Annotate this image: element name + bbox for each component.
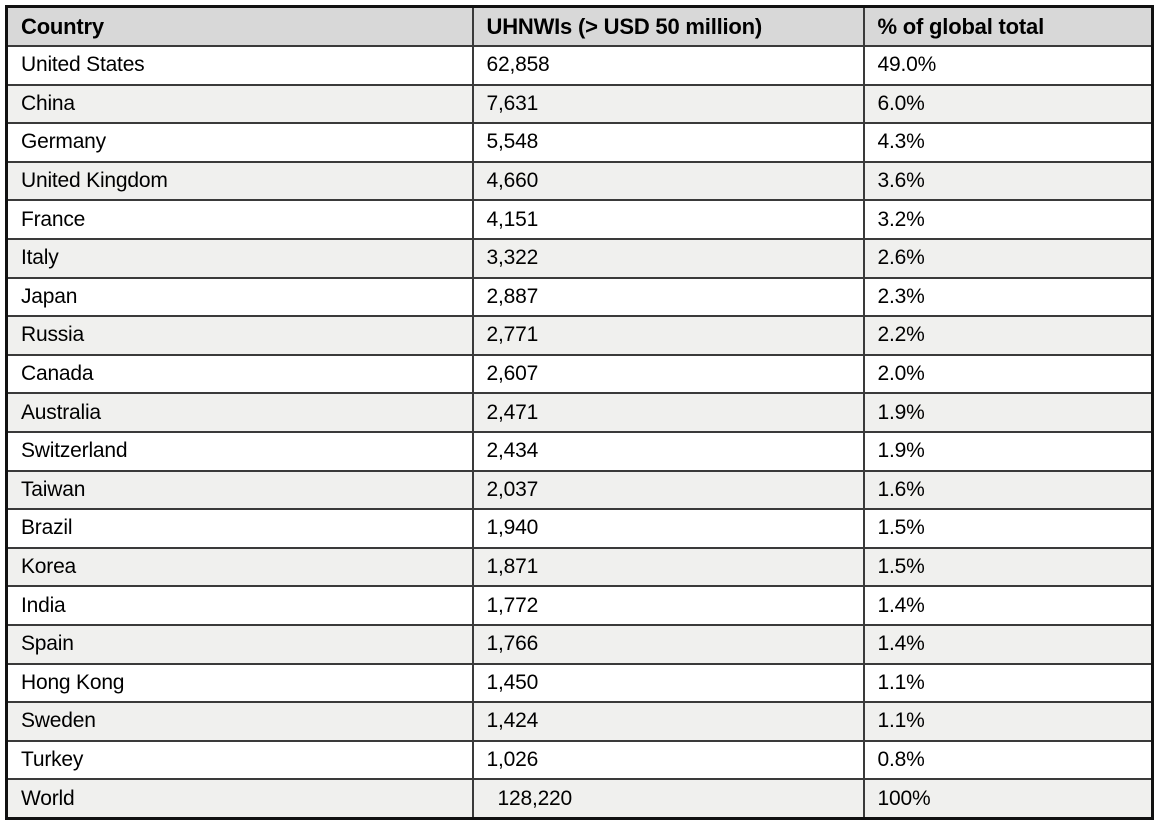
country-cell: France: [5, 199, 474, 240]
column-header-country: Country: [5, 5, 474, 47]
pct-cell: 3.6%: [862, 160, 1154, 202]
country-cell: Russia: [5, 315, 474, 356]
table-row: China 7,631 6.0%: [5, 83, 1154, 125]
table-row: France 4,151 3.2%: [5, 199, 1154, 240]
country-cell: Canada: [5, 353, 474, 395]
pct-cell: 0.8%: [862, 739, 1154, 781]
table-row: Russia 2,771 2.2%: [5, 315, 1154, 356]
pct-cell: 1.1%: [862, 701, 1154, 742]
uhnwis-cell: 4,151: [471, 199, 865, 240]
uhnwis-cell: 2,471: [471, 392, 865, 433]
pct-cell: 1.4%: [862, 585, 1154, 626]
pct-cell: 1.9%: [862, 392, 1154, 433]
table-body: United States 62,858 49.0% China 7,631 6…: [5, 45, 1154, 820]
country-cell: Hong Kong: [5, 662, 474, 704]
pct-cell: 3.2%: [862, 199, 1154, 240]
uhnwis-cell: 2,771: [471, 315, 865, 356]
pct-cell: 4.3%: [862, 122, 1154, 163]
pct-cell: 2.2%: [862, 315, 1154, 356]
country-cell: Taiwan: [5, 469, 474, 511]
country-cell: Korea: [5, 546, 474, 588]
uhnwis-cell: 62,858: [471, 45, 865, 86]
pct-cell: 2.3%: [862, 276, 1154, 318]
pct-cell: 1.6%: [862, 469, 1154, 511]
country-cell: Australia: [5, 392, 474, 433]
country-cell: Switzerland: [5, 430, 474, 472]
table-row: Germany 5,548 4.3%: [5, 122, 1154, 163]
table-row: Taiwan 2,037 1.6%: [5, 469, 1154, 511]
header-row: Country UHNWIs (> USD 50 million) % of g…: [5, 5, 1154, 47]
pct-cell: 2.6%: [862, 237, 1154, 279]
table-row: Australia 2,471 1.9%: [5, 392, 1154, 433]
table-row: Brazil 1,940 1.5%: [5, 508, 1154, 549]
uhnwis-cell: 2,434: [471, 430, 865, 472]
uhnwis-cell: 1,424: [471, 701, 865, 742]
country-cell: United States: [5, 45, 474, 86]
country-cell: Turkey: [5, 739, 474, 781]
uhnwis-cell: 1,766: [471, 623, 865, 665]
uhnwis-cell: 3,322: [471, 237, 865, 279]
pct-cell: 49.0%: [862, 45, 1154, 86]
country-cell: Spain: [5, 623, 474, 665]
table-row: Korea 1,871 1.5%: [5, 546, 1154, 588]
country-cell: Japan: [5, 276, 474, 318]
table-row: Japan 2,887 2.3%: [5, 276, 1154, 318]
country-cell: India: [5, 585, 474, 626]
uhnwis-cell: 1,450: [471, 662, 865, 704]
table-row: United Kingdom 4,660 3.6%: [5, 160, 1154, 202]
country-cell: China: [5, 83, 474, 125]
column-header-pct-global: % of global total: [862, 5, 1154, 47]
country-cell: Sweden: [5, 701, 474, 742]
uhnwis-cell: 1,940: [471, 508, 865, 549]
table-header: Country UHNWIs (> USD 50 million) % of g…: [5, 5, 1154, 47]
column-header-uhnwis: UHNWIs (> USD 50 million): [471, 5, 865, 47]
table-row: Canada 2,607 2.0%: [5, 353, 1154, 395]
uhnwis-cell: 4,660: [471, 160, 865, 202]
country-cell: Germany: [5, 122, 474, 163]
uhnwis-cell: 1,026: [471, 739, 865, 781]
uhnwis-cell: 7,631: [471, 83, 865, 125]
country-cell: Italy: [5, 237, 474, 279]
table-row: Sweden 1,424 1.1%: [5, 701, 1154, 742]
table-row: Italy 3,322 2.6%: [5, 237, 1154, 279]
uhnwis-cell: 5,548: [471, 122, 865, 163]
country-cell: United Kingdom: [5, 160, 474, 202]
pct-cell: 1.5%: [862, 546, 1154, 588]
uhnwis-cell: 128,220: [471, 778, 865, 820]
pct-cell: 2.0%: [862, 353, 1154, 395]
uhnwis-cell: 2,887: [471, 276, 865, 318]
table-row: United States 62,858 49.0%: [5, 45, 1154, 86]
country-cell: Brazil: [5, 508, 474, 549]
uhnwis-cell: 2,037: [471, 469, 865, 511]
country-cell: World: [5, 778, 474, 820]
table-row: India 1,772 1.4%: [5, 585, 1154, 626]
pct-cell: 1.5%: [862, 508, 1154, 549]
table-row: Spain 1,766 1.4%: [5, 623, 1154, 665]
pct-cell: 1.1%: [862, 662, 1154, 704]
pct-cell: 1.9%: [862, 430, 1154, 472]
uhnwis-cell: 1,871: [471, 546, 865, 588]
pct-cell: 6.0%: [862, 83, 1154, 125]
table-row: Hong Kong 1,450 1.1%: [5, 662, 1154, 704]
uhnwi-country-table: Country UHNWIs (> USD 50 million) % of g…: [5, 5, 1154, 820]
uhnwis-cell: 2,607: [471, 353, 865, 395]
pct-cell: 1.4%: [862, 623, 1154, 665]
pct-cell: 100%: [862, 778, 1154, 820]
table-row: Turkey 1,026 0.8%: [5, 739, 1154, 781]
table-row: Switzerland 2,434 1.9%: [5, 430, 1154, 472]
table-row: World 128,220 100%: [5, 778, 1154, 820]
uhnwis-cell: 1,772: [471, 585, 865, 626]
